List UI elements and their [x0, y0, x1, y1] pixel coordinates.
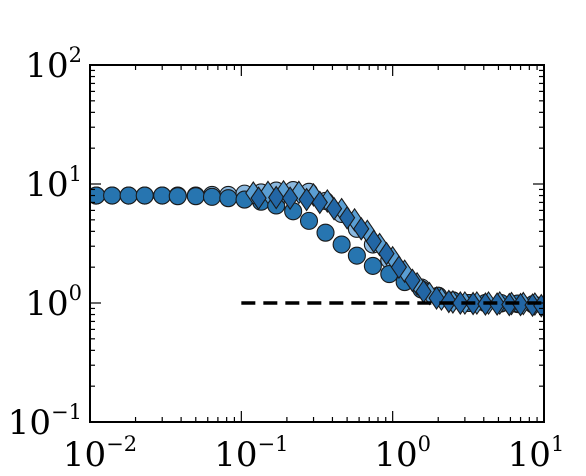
data-point: [316, 223, 335, 242]
data-point: [168, 187, 187, 206]
data-point: [119, 186, 138, 205]
y-tick-label: 10−1: [8, 400, 82, 443]
tick-base: 10: [214, 435, 257, 475]
data-point: [153, 186, 172, 205]
x-tick-label: 10−2: [63, 432, 137, 475]
x-tick-label: 10−1: [214, 432, 288, 475]
data-point: [299, 211, 319, 230]
data-point: [452, 291, 469, 315]
tick-exponent: 0: [69, 281, 82, 305]
data-point: [202, 187, 222, 206]
data-point: [325, 196, 343, 221]
data-point: [268, 185, 285, 210]
ticks: [89, 64, 545, 423]
y-tick-label: 100: [25, 281, 82, 324]
data-point: [135, 186, 154, 205]
tick-base: 10: [25, 284, 68, 324]
data-point: [390, 255, 408, 280]
data-point: [219, 189, 238, 208]
tick-exponent: 1: [551, 432, 564, 456]
tick-exponent: −1: [257, 432, 288, 456]
data-point: [365, 229, 382, 254]
tick-base: 10: [25, 165, 68, 205]
data-point: [250, 186, 267, 211]
data-point: [404, 268, 421, 293]
tick-exponent: 1: [69, 162, 82, 186]
y-tick-label: 102: [25, 43, 82, 86]
tick-base: 10: [374, 435, 417, 475]
data-point: [103, 186, 122, 205]
tick-exponent: −2: [106, 432, 137, 456]
data-point: [353, 216, 370, 241]
data-point: [332, 235, 351, 254]
plot-frame: [89, 64, 545, 423]
data-point: [378, 241, 395, 266]
tick-base: 10: [508, 435, 551, 475]
data-point: [298, 187, 315, 212]
data-point: [311, 190, 328, 215]
tick-exponent: 0: [418, 432, 431, 456]
data-point: [363, 256, 382, 275]
data-layer: [90, 179, 544, 318]
tick-base: 10: [8, 403, 51, 443]
data-point: [281, 186, 299, 211]
data-point: [186, 187, 205, 206]
tick-exponent: 2: [69, 43, 82, 67]
data-points: [90, 179, 544, 318]
x-tick-label: 101: [508, 432, 565, 475]
data-point: [338, 205, 356, 230]
data-point: [347, 246, 366, 265]
tick-base: 10: [63, 435, 106, 475]
data-point: [512, 292, 529, 317]
tick-exponent: −1: [51, 400, 82, 424]
y-tick-label: 101: [25, 162, 82, 205]
tick-base: 10: [25, 46, 68, 86]
x-tick-label: 100: [374, 432, 431, 475]
